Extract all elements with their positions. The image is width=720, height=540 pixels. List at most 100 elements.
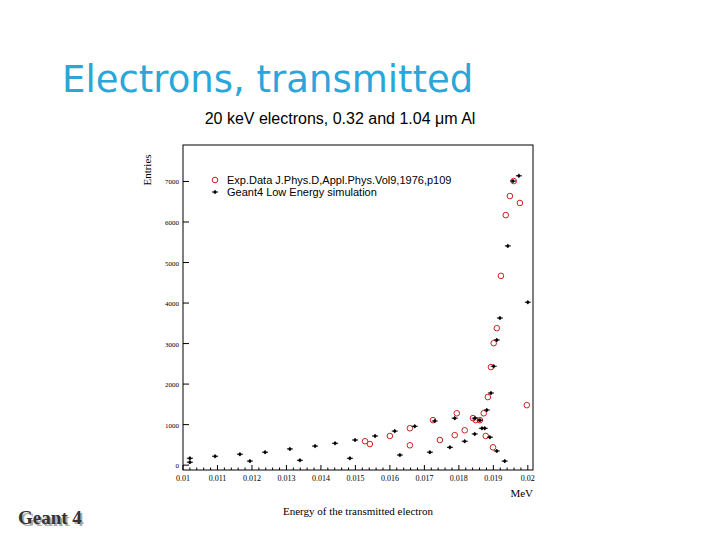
marker-shape bbox=[494, 450, 500, 451]
marker-shape bbox=[397, 455, 403, 456]
x-tick-label: 0.012 bbox=[243, 474, 261, 483]
x-tick-label: 0.02 bbox=[521, 474, 535, 483]
marker-shape bbox=[478, 419, 481, 422]
marker-shape bbox=[488, 393, 494, 394]
marker-shape bbox=[238, 453, 241, 456]
marker-shape bbox=[510, 181, 516, 182]
data-point bbox=[362, 438, 368, 444]
data-point bbox=[297, 458, 303, 462]
data-point bbox=[437, 437, 443, 443]
data-point bbox=[262, 450, 268, 454]
x-tick-label: 0.019 bbox=[484, 474, 502, 483]
data-point bbox=[517, 200, 523, 206]
marker-shape bbox=[433, 419, 436, 422]
marker-shape bbox=[394, 429, 395, 433]
x-minor-tick bbox=[258, 468, 259, 471]
data-point bbox=[477, 418, 483, 422]
x-tick bbox=[217, 465, 218, 470]
slide-title: Electrons, transmitted bbox=[62, 58, 473, 101]
x-minor-tick bbox=[210, 468, 211, 471]
data-point bbox=[516, 174, 522, 178]
x-tick bbox=[389, 465, 390, 470]
marker-shape bbox=[452, 432, 458, 438]
marker-shape bbox=[354, 439, 357, 442]
marker-shape bbox=[188, 457, 191, 460]
x-tick bbox=[286, 465, 287, 470]
marker-shape bbox=[347, 458, 353, 459]
marker-shape bbox=[374, 434, 377, 437]
marker-shape bbox=[412, 426, 418, 427]
marker-shape bbox=[287, 448, 293, 449]
marker-shape bbox=[452, 418, 458, 419]
x-minor-tick bbox=[314, 468, 315, 471]
marker-shape bbox=[490, 445, 496, 451]
marker-shape bbox=[392, 431, 398, 432]
x-tick-label: 0.013 bbox=[277, 474, 295, 483]
marker-shape bbox=[517, 200, 523, 206]
marker-shape bbox=[526, 301, 529, 304]
data-point bbox=[491, 364, 497, 368]
marker-shape bbox=[215, 454, 216, 458]
marker-shape bbox=[249, 459, 250, 463]
marker-shape bbox=[464, 439, 465, 443]
y-tick-label: 4000 bbox=[165, 300, 180, 308]
marker-shape bbox=[447, 447, 453, 448]
marker-shape bbox=[214, 455, 217, 458]
marker-shape bbox=[493, 364, 494, 368]
data-point bbox=[524, 402, 530, 408]
data-point bbox=[454, 410, 460, 416]
marker-shape bbox=[497, 318, 503, 319]
x-minor-tick bbox=[272, 468, 273, 471]
x-minor-tick bbox=[279, 468, 280, 471]
marker-shape bbox=[507, 193, 513, 199]
marker-shape bbox=[517, 174, 520, 177]
marker-shape bbox=[453, 417, 456, 420]
marker-shape bbox=[503, 460, 506, 463]
marker-shape bbox=[399, 453, 400, 457]
logo: Geant 4 bbox=[18, 507, 82, 528]
marker-shape bbox=[332, 443, 338, 444]
x-tick bbox=[355, 465, 356, 470]
marker-shape bbox=[488, 436, 491, 439]
x-minor-tick bbox=[479, 468, 480, 471]
marker-shape bbox=[491, 366, 497, 367]
marker-shape bbox=[437, 437, 443, 443]
data-point bbox=[430, 417, 436, 423]
legend-label: Exp.Data J.Phys.D,Appl.Phys.Vol9,1976,p1… bbox=[227, 174, 451, 186]
x-tick-label: 0.01 bbox=[176, 474, 190, 483]
data-point bbox=[387, 433, 393, 439]
marker-shape bbox=[462, 427, 468, 433]
marker-shape bbox=[352, 440, 358, 441]
marker-shape bbox=[481, 410, 487, 416]
marker-shape bbox=[527, 300, 528, 304]
x-minor-tick bbox=[396, 468, 397, 471]
marker-shape bbox=[494, 325, 500, 331]
data-point bbox=[494, 338, 500, 342]
marker-shape bbox=[289, 447, 290, 451]
marker-shape bbox=[472, 418, 478, 419]
y-tick bbox=[183, 465, 189, 466]
data-point bbox=[352, 438, 358, 442]
x-minor-tick bbox=[224, 468, 225, 471]
marker-shape bbox=[511, 178, 517, 184]
marker-shape bbox=[349, 456, 350, 460]
x-minor-tick bbox=[431, 468, 432, 471]
data-point bbox=[452, 416, 458, 420]
marker-shape bbox=[487, 437, 493, 438]
marker-shape bbox=[314, 445, 317, 448]
x-tick bbox=[527, 465, 528, 470]
marker-shape bbox=[489, 435, 490, 439]
data-point bbox=[482, 426, 488, 430]
data-point bbox=[490, 445, 496, 451]
marker-shape bbox=[525, 302, 531, 303]
data-point bbox=[472, 416, 478, 420]
y-tick-label: 0 bbox=[176, 462, 180, 470]
marker-shape bbox=[427, 452, 433, 453]
marker-shape bbox=[375, 434, 376, 438]
marker-shape bbox=[454, 410, 460, 416]
x-minor-tick bbox=[245, 468, 246, 471]
x-minor-tick bbox=[238, 468, 239, 471]
data-point bbox=[462, 439, 468, 443]
marker-shape bbox=[187, 462, 193, 463]
marker-shape bbox=[512, 180, 515, 183]
